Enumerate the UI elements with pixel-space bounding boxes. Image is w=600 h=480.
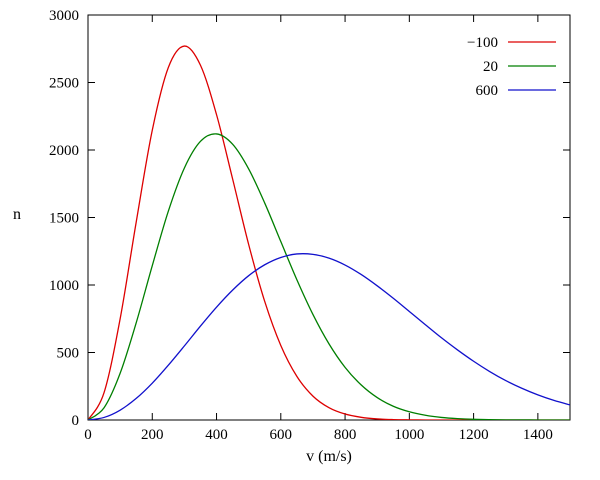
x-tick-label: 1200 bbox=[459, 427, 489, 443]
x-axis-label: v (m/s) bbox=[306, 448, 352, 465]
x-tick-label: 600 bbox=[270, 427, 293, 443]
plot-border bbox=[87, 14, 571, 421]
x-tick-label: 800 bbox=[334, 427, 357, 443]
series-2-curve bbox=[88, 253, 570, 420]
legend-label: −100 bbox=[467, 35, 498, 51]
x-tick-label: 1400 bbox=[523, 427, 553, 443]
y-tick-label: 2000 bbox=[49, 143, 79, 159]
x-tick-label: 1000 bbox=[394, 427, 424, 443]
series-0-curve bbox=[88, 45, 570, 420]
legend-label: 600 bbox=[476, 83, 499, 99]
y-tick-label: 3000 bbox=[49, 8, 79, 24]
y-tick-label: 500 bbox=[57, 346, 80, 362]
series-1-curve bbox=[88, 133, 570, 420]
y-tick-label: 1000 bbox=[49, 278, 79, 294]
x-tick-label: 400 bbox=[205, 427, 228, 443]
y-tick-label: 0 bbox=[72, 413, 80, 429]
x-tick-label: 200 bbox=[141, 427, 164, 443]
legend-label: 20 bbox=[483, 59, 498, 75]
y-tick-label: 1500 bbox=[49, 211, 79, 227]
y-axis-label: n bbox=[13, 206, 21, 223]
y-tick-label: 2500 bbox=[49, 76, 79, 92]
x-tick-label: 0 bbox=[84, 427, 92, 443]
